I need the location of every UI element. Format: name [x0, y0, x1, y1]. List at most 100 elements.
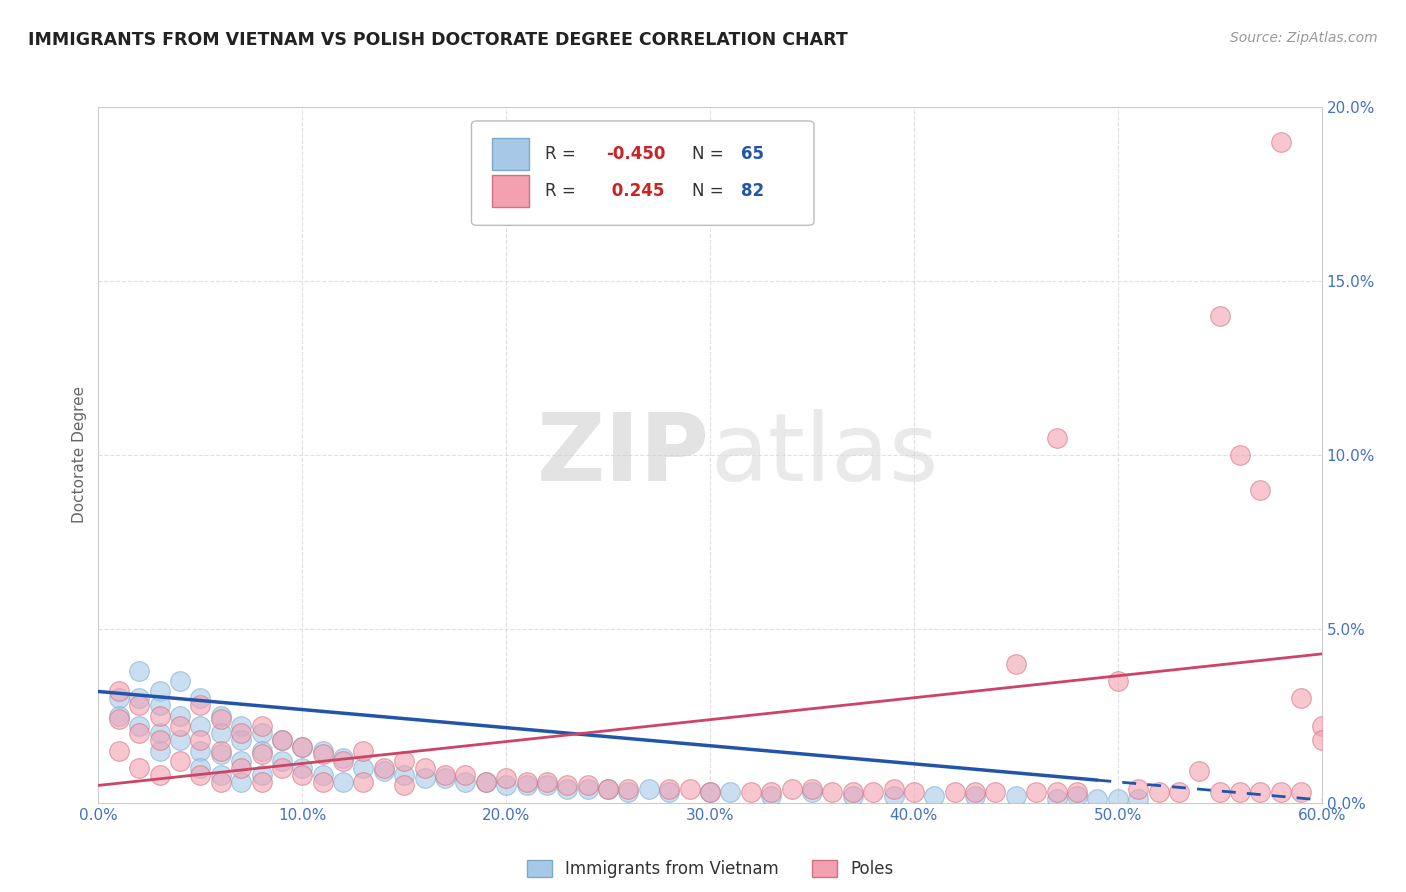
Point: [209, 768, 232, 782]
Point: [801, 785, 824, 799]
Point: [291, 761, 314, 775]
Point: [231, 719, 253, 733]
Point: [270, 733, 294, 747]
Point: [128, 726, 150, 740]
Point: [392, 754, 416, 768]
Point: [291, 768, 314, 782]
Point: [699, 785, 721, 799]
Point: [841, 789, 863, 803]
Point: [658, 781, 681, 796]
Point: [922, 789, 945, 803]
Point: [1188, 764, 1211, 779]
Point: [1085, 792, 1108, 806]
Point: [209, 744, 232, 758]
Point: [598, 781, 620, 796]
Point: [169, 733, 191, 747]
Text: 82: 82: [741, 182, 763, 200]
Text: Source: ZipAtlas.com: Source: ZipAtlas.com: [1230, 31, 1378, 45]
Point: [231, 775, 253, 789]
Point: [495, 772, 517, 786]
Point: [250, 775, 273, 789]
Legend: Immigrants from Vietnam, Poles: Immigrants from Vietnam, Poles: [520, 854, 900, 885]
Point: [516, 775, 538, 789]
Point: [576, 778, 599, 792]
Point: [536, 775, 558, 789]
Text: N =: N =: [692, 182, 728, 200]
Point: [1066, 785, 1088, 799]
Point: [434, 772, 457, 786]
Point: [149, 698, 172, 713]
Point: [231, 761, 253, 775]
Point: [169, 719, 191, 733]
Point: [1270, 785, 1292, 799]
Text: 0.245: 0.245: [606, 182, 665, 200]
Point: [373, 764, 395, 779]
Point: [984, 785, 1007, 799]
Point: [231, 726, 253, 740]
Point: [637, 781, 661, 796]
Point: [1025, 785, 1047, 799]
Text: N =: N =: [692, 145, 728, 162]
Point: [1128, 781, 1150, 796]
Point: [1045, 785, 1069, 799]
Point: [149, 708, 172, 723]
Point: [495, 778, 517, 792]
Point: [270, 761, 294, 775]
Point: [1310, 719, 1333, 733]
Point: [149, 768, 172, 782]
Point: [1291, 691, 1313, 706]
Point: [128, 719, 150, 733]
Point: [1229, 448, 1251, 462]
Point: [1270, 135, 1292, 149]
Point: [1291, 785, 1313, 799]
Point: [128, 698, 150, 713]
FancyBboxPatch shape: [471, 121, 814, 226]
Point: [108, 708, 131, 723]
Point: [250, 768, 273, 782]
Point: [965, 789, 987, 803]
Point: [209, 712, 232, 726]
Point: [536, 778, 558, 792]
Point: [312, 747, 335, 761]
Point: [1004, 657, 1026, 671]
Point: [312, 768, 335, 782]
Point: [454, 768, 477, 782]
Point: [209, 726, 232, 740]
Point: [943, 785, 966, 799]
Point: [352, 775, 374, 789]
Point: [188, 768, 212, 782]
Point: [149, 684, 172, 698]
Point: [883, 789, 905, 803]
Point: [598, 781, 620, 796]
Point: [392, 778, 416, 792]
Point: [617, 785, 640, 799]
FancyBboxPatch shape: [492, 138, 529, 169]
FancyBboxPatch shape: [492, 175, 529, 207]
Point: [332, 750, 354, 764]
Text: atlas: atlas: [710, 409, 938, 501]
Text: 65: 65: [741, 145, 763, 162]
Point: [965, 785, 987, 799]
Point: [413, 772, 436, 786]
Point: [699, 785, 721, 799]
Point: [1249, 785, 1271, 799]
Point: [903, 785, 925, 799]
Point: [149, 744, 172, 758]
Point: [169, 754, 191, 768]
Point: [516, 778, 538, 792]
Point: [149, 726, 172, 740]
Point: [250, 726, 273, 740]
Point: [128, 664, 150, 678]
Point: [780, 781, 803, 796]
Point: [188, 698, 212, 713]
Point: [1128, 792, 1150, 806]
Point: [312, 744, 335, 758]
Point: [454, 775, 477, 789]
Point: [1107, 674, 1129, 689]
Point: [209, 708, 232, 723]
Point: [108, 691, 131, 706]
Point: [1045, 792, 1069, 806]
Point: [413, 761, 436, 775]
Point: [576, 781, 599, 796]
Point: [312, 775, 335, 789]
